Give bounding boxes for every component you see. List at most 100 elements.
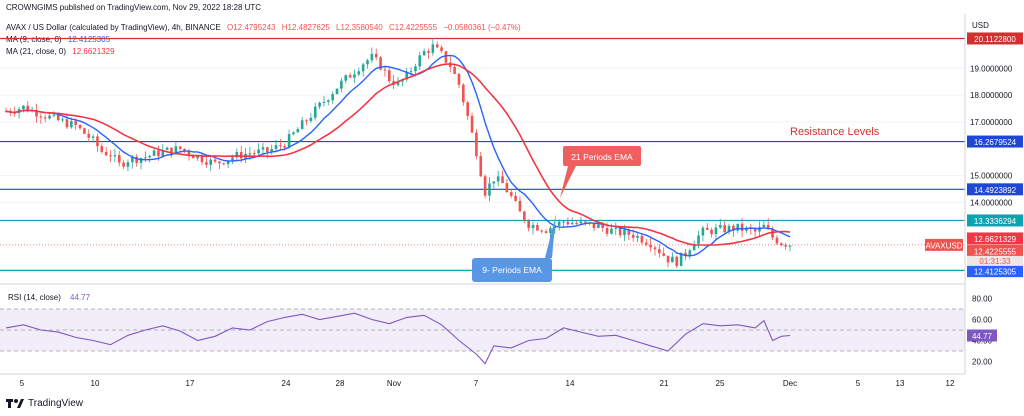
candle-body [370,53,374,61]
candle-body [157,150,160,157]
candle-body [736,223,740,231]
candle-body [658,249,661,254]
candle-body [653,247,657,250]
candle-body [505,183,509,193]
candle-body [122,162,125,167]
ema21-callout [563,146,641,166]
candle-body [205,162,208,165]
ticker-tag-label: AVAXUSD [925,241,962,250]
candle-body [779,243,783,246]
candle-body [78,125,82,129]
candle-body [605,228,609,234]
candle-body [187,150,191,156]
candle-body [56,114,60,121]
x-tick-label: Nov [387,379,401,388]
y-tick-label: 19.0000000 [970,64,1013,73]
candle-body [697,235,700,244]
level-tag [967,214,1023,227]
candle-body [692,243,696,251]
ma9-legend: MA (9, close, 0) 12.4125305 [6,35,110,44]
candle-body [518,200,522,212]
x-tick-label: 14 [566,379,575,388]
candle-body [109,155,112,157]
ma21-value: 12.6621329 [72,47,115,56]
candle-body [313,106,317,118]
candle-body [431,44,435,53]
candle-body [679,252,683,267]
candle-body [331,94,334,101]
candle-body [131,156,134,163]
rsi-value-tag-label: 44.77 [972,332,993,341]
candle-body [771,229,774,238]
candle-body [222,163,226,165]
candle-body [226,160,230,165]
candle-body [784,245,787,247]
candle-body [448,62,452,68]
candle-body [523,211,526,221]
candle-body [83,128,86,134]
tradingview-logo-icon [6,399,24,408]
symbol-label: AVAX / US Dollar (calculated by TradingV… [6,23,221,32]
candle-body [296,129,300,133]
candle-body [409,71,413,73]
candle-body [248,153,252,155]
candle-body [440,47,443,52]
rsi-value: 44.77 [70,293,91,302]
candle-body [213,159,217,162]
candle-body [348,75,352,78]
candle-body [701,227,705,236]
rsi-label: RSI (14, close) [8,293,61,302]
ohlc-legend: AVAX / US Dollar (calculated by TradingV… [6,23,521,32]
candle-body [239,152,243,159]
candle-body [161,149,165,157]
candle-body [191,155,195,159]
open-value: O12.4795243 [227,23,276,32]
candle-body [61,119,64,121]
candle-body [705,227,709,230]
ticker-tag [925,238,963,251]
countdown-tag [967,255,1023,266]
y-tick-label: 18.0000000 [970,91,1013,100]
candle-body [104,151,108,156]
rsi-line [5,312,791,365]
x-tick-label: 24 [282,379,291,388]
candle-body [100,146,104,152]
candle-body [714,227,718,235]
price-tag [967,244,1023,257]
candle-body [74,121,77,126]
candle-body [266,147,269,153]
close-value: C12.4225555 [388,23,438,32]
candle-body [627,229,631,235]
candle-body [405,71,409,80]
publisher-line: CROWNGIMS published on TradingView.com, … [6,3,262,12]
ema21-callout-label: 21 Periods EMA [571,152,633,162]
price-tag [967,265,1023,278]
level-tag [967,135,1023,148]
candle-body [414,66,417,72]
candle-body [732,225,735,231]
candle-body [723,224,726,233]
candle-body [427,51,430,53]
candle-body [257,149,260,154]
candle-body [65,119,69,128]
ma9-value: 12.4125305 [67,35,111,44]
candle-body [483,176,487,196]
candle-body [318,102,321,107]
candle-body [727,225,731,233]
candle-body [575,222,578,224]
level-tag [967,183,1023,196]
candle-body [788,245,792,247]
candle-body [379,57,382,70]
candle-body [514,195,517,201]
ema9-callout [472,258,552,282]
ma21-line [5,63,791,246]
candle-body [170,147,173,155]
candle-body [287,134,291,148]
candle-body [444,51,448,63]
candle-body [544,231,548,233]
y-tick-label: 15.0000000 [970,172,1013,181]
price-tag-label: 12.4125305 [974,268,1017,277]
candle-body [540,230,544,232]
candle-body [644,242,648,245]
